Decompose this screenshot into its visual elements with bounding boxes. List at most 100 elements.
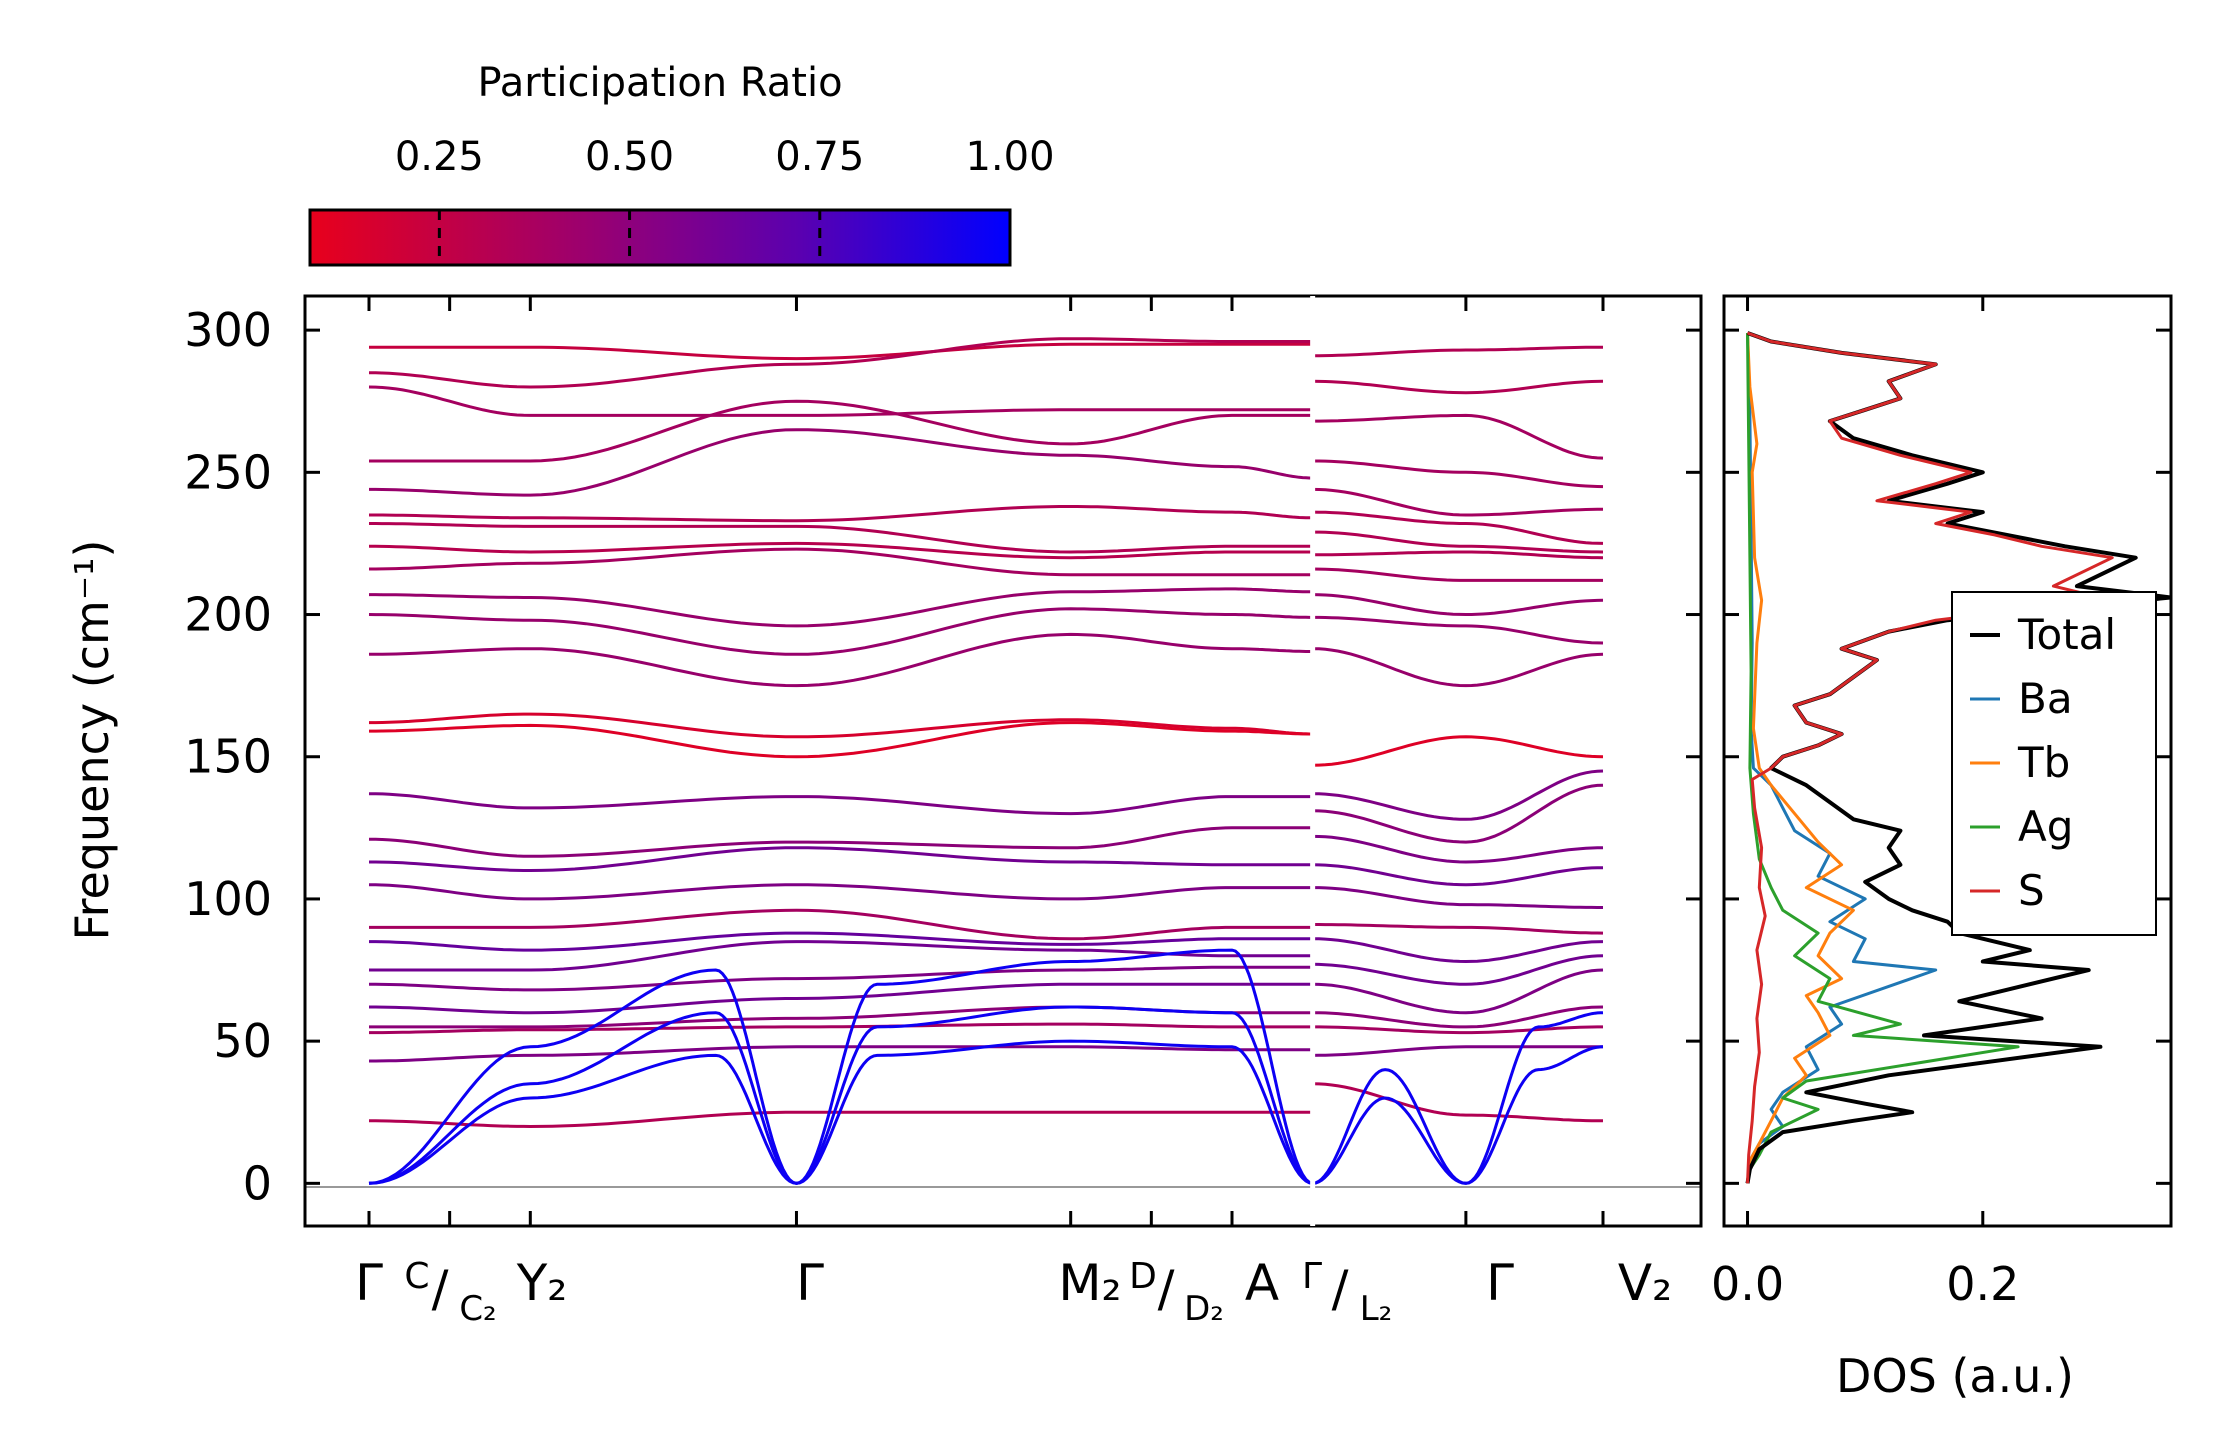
- phonon-branch: [1312, 1045, 1603, 1057]
- x-tick-label: Γ: [1486, 1254, 1514, 1312]
- phonon-branch: [1312, 487, 1603, 517]
- y-tick-label: 300: [184, 303, 272, 357]
- x-tick-label: Y₂: [516, 1254, 568, 1312]
- x-tick-label: M₂: [1058, 1254, 1121, 1312]
- phonon-branch: [369, 587, 1313, 628]
- phonon-branch: [1312, 510, 1604, 545]
- y-tick-label: 50: [213, 1014, 272, 1068]
- x-tick-label: D₂: [1184, 1289, 1224, 1329]
- phonon-branch: [1312, 647, 1604, 688]
- phonon-branch: [368, 607, 1313, 656]
- legend-label: Ag: [2018, 802, 2073, 851]
- y-tick-label: 250: [184, 445, 272, 499]
- phonon-branch: [369, 940, 1313, 972]
- colorbar: [308, 208, 1012, 267]
- phonon-branch: [368, 826, 1313, 858]
- y-axis-label: Frequency (cm⁻¹): [65, 540, 119, 941]
- phonon-branch: [1312, 937, 1604, 964]
- dos-x-tick-label: 0.0: [1711, 1257, 1784, 1311]
- phonon-branch: [369, 1005, 1313, 1029]
- phonon-branch: [1312, 567, 1603, 582]
- phonon-branch: [368, 792, 1313, 816]
- x-tick-label: Γ: [355, 1254, 383, 1312]
- phonon-branch: [369, 505, 1313, 523]
- acoustic-branch: [368, 1005, 1313, 1185]
- phonon-branch: [1312, 413, 1604, 460]
- phonon-branch: [369, 1045, 1313, 1063]
- dos-series-ag: [1746, 332, 2020, 1184]
- phonon-branch: [1312, 735, 1604, 767]
- phonon-branch: [369, 547, 1313, 577]
- x-tick-label: Γ: [1302, 1256, 1322, 1297]
- phonon-branch: [369, 522, 1313, 554]
- phonon-branch: [369, 712, 1313, 739]
- legend-label: Tb: [2017, 738, 2070, 787]
- phonon-branch: [1312, 886, 1603, 909]
- phonon-branch: [1312, 345, 1603, 358]
- phonon-branch: [368, 385, 1313, 417]
- phonon-branch: [369, 846, 1313, 872]
- x-tick-label: Γ: [796, 1254, 824, 1312]
- colorbar-tick-label: 0.75: [775, 134, 864, 180]
- colorbar-tick-label: 0.25: [395, 134, 484, 180]
- colorbar-tick-label: 0.50: [585, 134, 674, 180]
- dispersion-frame: [303, 294, 1703, 1228]
- colorbar-tick-label: 1.00: [965, 134, 1054, 180]
- legend-label: Ba: [2018, 674, 2073, 723]
- colorbar-label: Participation Ratio: [477, 60, 842, 106]
- x-tick-label: V₂: [1618, 1254, 1672, 1312]
- phonon-branch: [369, 342, 1313, 361]
- y-tick-label: 200: [184, 588, 272, 642]
- phonon-branch: [1312, 834, 1604, 864]
- phonon-branch: [1312, 550, 1604, 560]
- x-tick-label: A: [1245, 1254, 1279, 1312]
- legend-label: S: [2018, 866, 2045, 915]
- phonon-branch: [369, 337, 1313, 389]
- phonon-branch: [1312, 923, 1604, 935]
- phonon-branch: [1312, 1005, 1604, 1029]
- phonon-branch: [1312, 968, 1604, 1015]
- phonon-branch: [369, 721, 1313, 759]
- phonon-branch: [1312, 379, 1604, 395]
- acoustic-branch: [1312, 1011, 1604, 1185]
- dos-frame: [1722, 294, 2173, 1228]
- dos-x-tick-label: 0.2: [1946, 1257, 2019, 1311]
- phonon-branch: [1312, 954, 1604, 986]
- acoustic-branch: [368, 948, 1314, 1185]
- dos-legend: Total Ba Tb Ag S: [1951, 591, 2157, 936]
- phonon-branch: [369, 399, 1313, 463]
- dos-series-ba: [1746, 332, 1938, 1184]
- phonon-branch: [1312, 769, 1604, 821]
- x-tick-label: /: [1158, 1260, 1175, 1318]
- phonon-branch: [369, 541, 1313, 560]
- phonon-branch: [369, 1110, 1313, 1129]
- x-tick-label: C₂: [459, 1289, 496, 1329]
- phonon-branch: [1312, 863, 1603, 887]
- phonon-branch: [1312, 1082, 1604, 1123]
- phonon-branch: [1312, 783, 1604, 844]
- x-tick-label: L₂: [1360, 1289, 1393, 1329]
- phonon-branch: [368, 883, 1313, 901]
- x-tick-label: /: [432, 1260, 449, 1318]
- phonon-branch: [1312, 1025, 1603, 1035]
- y-tick-label: 100: [184, 872, 272, 926]
- phonon-branch: [1312, 459, 1604, 489]
- acoustic-branch: [368, 1039, 1313, 1185]
- acoustic-branch: [1312, 1045, 1604, 1185]
- phonon-branch: [369, 908, 1313, 941]
- x-tick-label: C: [404, 1256, 429, 1297]
- y-tick-label: 0: [243, 1156, 272, 1210]
- legend-label: Total: [2017, 610, 2116, 659]
- x-tick-label: /: [1332, 1260, 1349, 1318]
- phonon-branch: [1312, 615, 1604, 645]
- phonon-branch: [369, 982, 1313, 1015]
- dos-series-s: [1746, 331, 2114, 1184]
- phonon-branch: [369, 428, 1313, 497]
- dos-x-axis-label: DOS (a.u.): [1836, 1349, 2074, 1403]
- x-tick-label: D: [1129, 1256, 1157, 1297]
- phonon-branch: [369, 632, 1313, 688]
- phonon-branch: [1312, 593, 1604, 616]
- dos-panel: 0.0 0.2 DOS (a.u.) Total Ba Tb Ag S: [1711, 294, 2173, 1403]
